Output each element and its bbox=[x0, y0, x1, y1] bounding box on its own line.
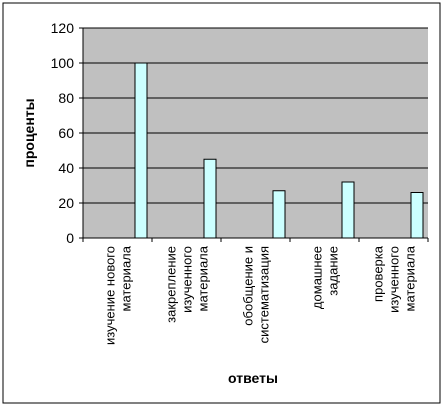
x-axis-title: ответы bbox=[228, 370, 278, 386]
category-label-2-line-3: материала bbox=[196, 245, 211, 311]
bar-3 bbox=[272, 190, 286, 239]
category-label-5-line-3: материала bbox=[403, 245, 418, 311]
y-axis-title: проценты bbox=[21, 98, 37, 167]
category-label-2-line-2: изученного bbox=[180, 246, 195, 313]
bar-4 bbox=[341, 181, 355, 239]
category-labels: изучение нового материала закрепление изуче… bbox=[103, 245, 418, 345]
axes bbox=[79, 27, 429, 242]
y-tick-label-120: 120 bbox=[51, 20, 75, 36]
y-tick-label-40: 40 bbox=[58, 160, 74, 176]
bar-1 bbox=[134, 62, 148, 239]
y-tick-label-0: 0 bbox=[66, 230, 74, 246]
category-label-1-line-1: изучение нового bbox=[103, 246, 118, 345]
bar-5 bbox=[410, 192, 424, 239]
y-tick-labels: 0 20 40 60 80 100 120 bbox=[51, 20, 75, 246]
bar-2 bbox=[203, 158, 217, 239]
category-label-5-line-1: проверка bbox=[371, 245, 386, 302]
category-label-5-line-2: изученного bbox=[387, 246, 402, 313]
category-label-2-line-1: закрепление bbox=[164, 246, 179, 323]
category-label-4-line-2: задание bbox=[326, 246, 341, 296]
y-tick-label-60: 60 bbox=[58, 125, 74, 141]
category-label-1-line-2: материала bbox=[119, 245, 134, 311]
bars bbox=[134, 62, 424, 239]
y-tick-label-100: 100 bbox=[51, 55, 75, 71]
category-label-3-line-2: систематизация bbox=[257, 246, 272, 343]
y-tick-label-80: 80 bbox=[58, 90, 74, 106]
category-label-3-line-1: обобщение и bbox=[241, 246, 256, 326]
y-tick-label-20: 20 bbox=[58, 195, 74, 211]
category-label-4-line-1: домашнее bbox=[310, 246, 325, 309]
